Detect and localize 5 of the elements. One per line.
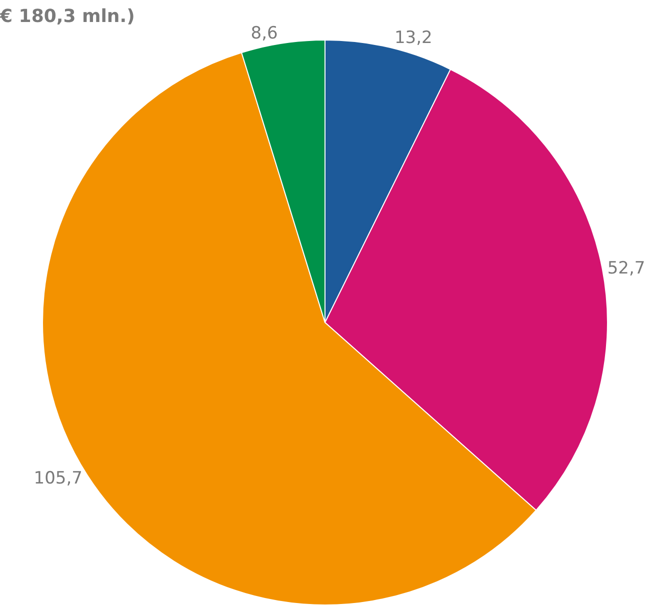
data-label: 52,7	[607, 258, 646, 278]
data-label: 105,7	[34, 468, 82, 488]
data-label: 13,2	[394, 28, 432, 48]
chart-title: € 180,3 mln.)	[0, 6, 135, 27]
data-label: 8,6	[250, 23, 278, 44]
